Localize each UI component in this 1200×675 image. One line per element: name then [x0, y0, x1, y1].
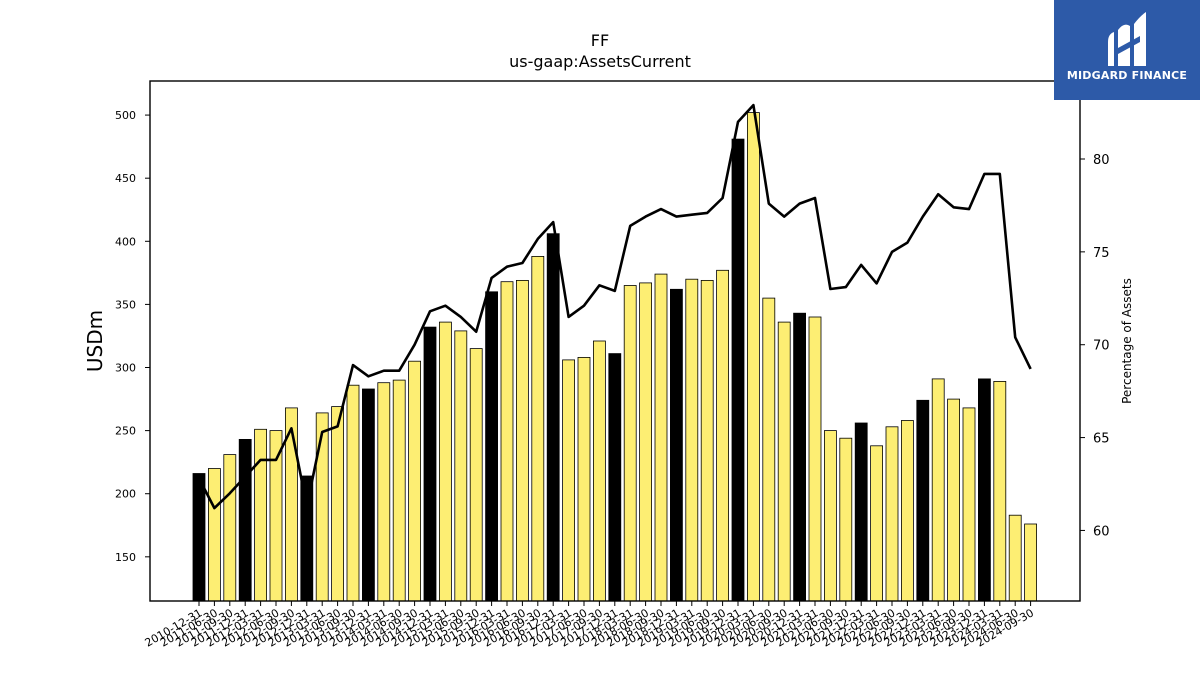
bar [885, 426, 899, 602]
bar [947, 398, 960, 602]
y-tick-label: 250 [115, 425, 136, 438]
y2-tick-label: 60 [1093, 524, 1110, 539]
bar [531, 255, 545, 602]
bar [207, 468, 221, 602]
percentage-line [197, 103, 1032, 510]
bar [269, 430, 283, 602]
y-tick-label: 450 [115, 172, 136, 185]
bar [670, 288, 683, 602]
bar [839, 437, 853, 602]
bar [377, 382, 391, 602]
bar [485, 291, 499, 602]
bar [901, 420, 914, 602]
midgard-logo-icon [1108, 12, 1146, 67]
bar [916, 399, 930, 602]
bar [654, 273, 668, 602]
y-tick-label: 350 [115, 298, 136, 311]
bar [361, 388, 375, 602]
bar [469, 348, 483, 602]
bar [808, 316, 822, 602]
bar [593, 340, 606, 602]
bar [223, 454, 237, 602]
brand-logo: MIDGARD FINANCE [1054, 0, 1200, 100]
bar [300, 475, 314, 602]
bar [978, 378, 991, 602]
bar [700, 279, 714, 602]
bar [716, 269, 729, 602]
bar [500, 281, 514, 602]
y2-tick-label: 80 [1093, 153, 1110, 168]
bar [546, 233, 560, 602]
y-tick-label: 500 [115, 109, 136, 122]
bar [1024, 523, 1037, 602]
bar [639, 282, 652, 602]
bar [423, 326, 437, 602]
y2-tick-label: 75 [1093, 246, 1110, 261]
bar [962, 407, 976, 602]
bar [454, 330, 468, 602]
bar [331, 406, 345, 602]
bar [608, 353, 622, 602]
bar [438, 321, 452, 602]
bar [623, 285, 637, 602]
y2-axis-label: Percentage of Assets [1120, 278, 1134, 404]
bar [516, 279, 529, 602]
bar [254, 428, 268, 602]
y2-tick-label: 70 [1093, 339, 1110, 354]
bar [931, 378, 945, 602]
bar [238, 438, 252, 602]
bar [747, 112, 760, 602]
bar [731, 138, 745, 602]
bar [392, 379, 406, 602]
y-tick-label: 300 [115, 362, 136, 375]
chart-title: FF [590, 31, 610, 50]
bar [315, 412, 329, 602]
bar [824, 430, 837, 602]
bar [762, 297, 776, 602]
bar [793, 312, 806, 602]
bar [192, 473, 206, 602]
y-tick-label: 200 [115, 488, 136, 501]
bar [854, 422, 868, 602]
y-tick-label: 400 [115, 235, 136, 248]
bar [870, 445, 883, 602]
bar [346, 384, 360, 602]
bar [685, 278, 699, 602]
bar [1008, 514, 1022, 602]
y-tick-label: 150 [115, 551, 136, 564]
bar [562, 359, 575, 602]
chart-subtitle: us-gaap:AssetsCurrent [509, 52, 691, 71]
bar [777, 321, 791, 602]
y2-tick-label: 65 [1093, 432, 1110, 447]
bar [577, 356, 591, 602]
bar [408, 360, 422, 602]
bar [993, 380, 1007, 602]
logo-text: MIDGARD FINANCE [1066, 69, 1188, 82]
y-axis-label: USDm [83, 310, 107, 372]
